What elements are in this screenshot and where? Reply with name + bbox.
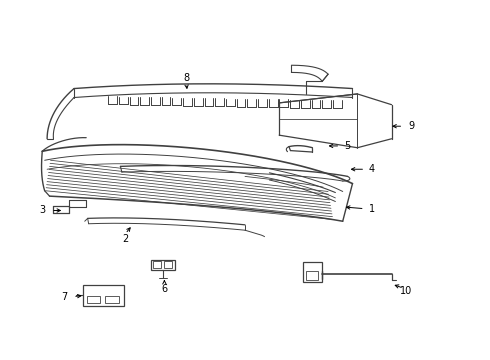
Text: 9: 9 [408, 121, 414, 131]
Text: 2: 2 [122, 234, 128, 244]
Text: 1: 1 [369, 204, 375, 214]
Text: 4: 4 [369, 164, 375, 174]
Text: 7: 7 [61, 292, 67, 302]
Text: 3: 3 [39, 206, 45, 216]
Text: 6: 6 [161, 284, 168, 294]
Text: 10: 10 [400, 286, 413, 296]
Text: 5: 5 [344, 141, 351, 151]
Text: 8: 8 [183, 73, 190, 83]
